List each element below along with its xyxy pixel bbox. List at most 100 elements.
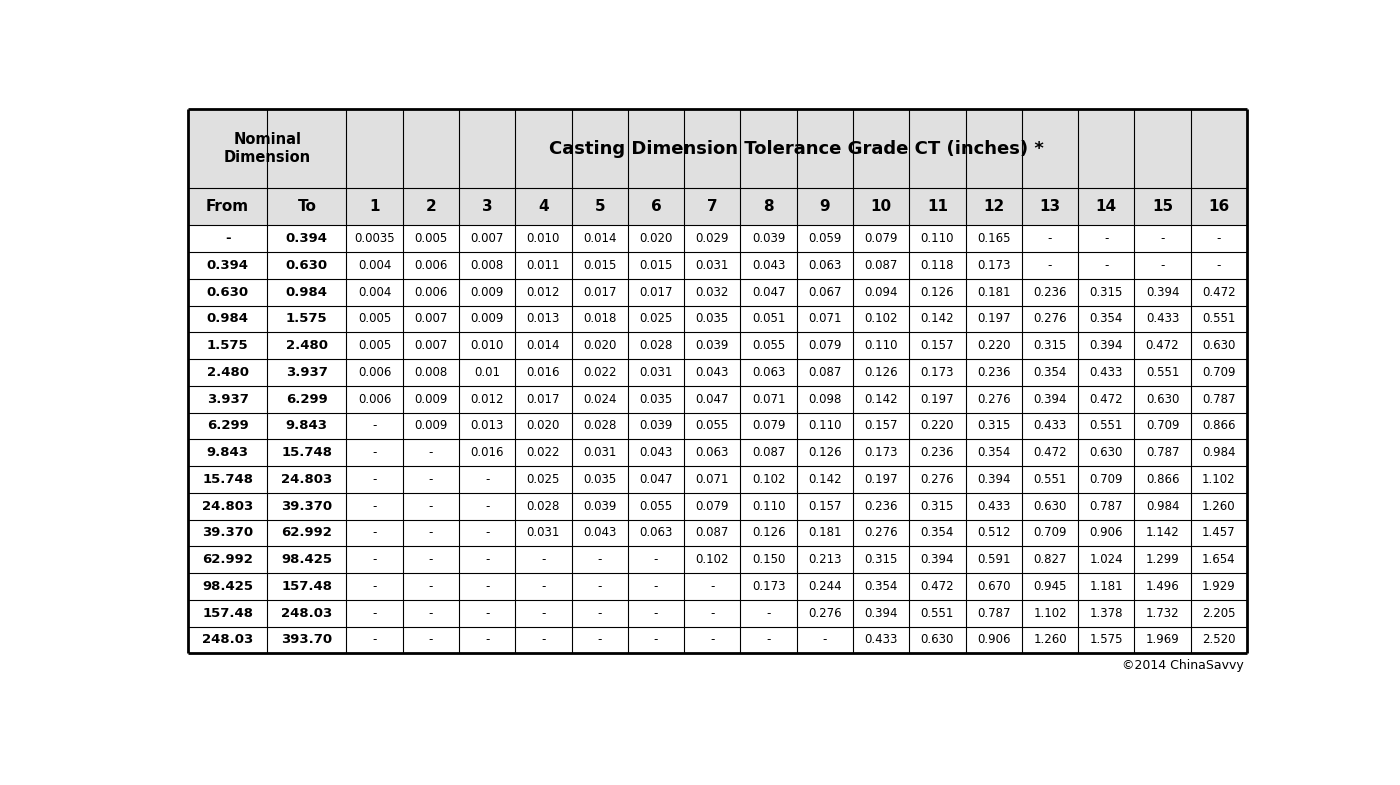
Bar [346, 520, 403, 546]
Bar [346, 600, 403, 626]
Bar [515, 279, 571, 305]
Text: 0.906: 0.906 [977, 633, 1011, 646]
Bar [188, 109, 346, 188]
Bar [267, 359, 346, 386]
Text: 0.079: 0.079 [696, 500, 729, 513]
Bar [966, 466, 1022, 493]
Text: -: - [372, 527, 377, 539]
Text: 0.126: 0.126 [752, 527, 785, 539]
Text: 0.433: 0.433 [864, 633, 897, 646]
Text: 0.059: 0.059 [808, 232, 841, 245]
Bar [459, 279, 515, 305]
Bar [1078, 279, 1134, 305]
Text: 0.087: 0.087 [808, 366, 841, 379]
Text: ©2014 ChinaSavvy: ©2014 ChinaSavvy [1121, 659, 1243, 673]
Text: 39.370: 39.370 [202, 527, 253, 539]
Bar [966, 305, 1022, 332]
Text: 2.480: 2.480 [207, 366, 249, 379]
Bar [909, 520, 966, 546]
Text: 0.079: 0.079 [752, 419, 785, 433]
Text: -: - [428, 446, 433, 459]
Text: 0.015: 0.015 [640, 259, 672, 272]
Bar [403, 188, 459, 225]
Bar [188, 493, 267, 520]
Bar [1190, 188, 1247, 225]
Text: 0.087: 0.087 [696, 527, 729, 539]
Bar [346, 626, 403, 653]
Text: 6.299: 6.299 [286, 392, 328, 406]
Bar [188, 626, 267, 653]
Bar [267, 386, 346, 413]
Bar [909, 188, 966, 225]
Bar [459, 440, 515, 466]
Text: -: - [1105, 259, 1109, 272]
Bar [515, 520, 571, 546]
Bar [797, 520, 853, 546]
Bar [1022, 546, 1078, 573]
Bar [267, 413, 346, 440]
Bar [741, 359, 797, 386]
Bar [797, 626, 853, 653]
Bar [1134, 305, 1190, 332]
Text: 10: 10 [871, 199, 892, 214]
Bar [346, 413, 403, 440]
Text: 0.181: 0.181 [808, 527, 841, 539]
Bar [571, 520, 627, 546]
Text: 0.005: 0.005 [414, 232, 448, 245]
Text: 0.630: 0.630 [1089, 446, 1123, 459]
Text: 0.276: 0.276 [1033, 312, 1067, 326]
Text: 2.480: 2.480 [286, 339, 328, 352]
Text: -: - [542, 633, 546, 646]
Bar [1134, 573, 1190, 600]
Bar [346, 546, 403, 573]
Text: 0.039: 0.039 [696, 339, 729, 352]
Text: 0.043: 0.043 [752, 259, 785, 272]
Text: 0.063: 0.063 [752, 366, 785, 379]
Bar [1134, 332, 1190, 359]
Bar [797, 466, 853, 493]
Text: 9.843: 9.843 [207, 446, 249, 459]
Bar [1022, 279, 1078, 305]
Bar [1022, 359, 1078, 386]
Bar [1078, 332, 1134, 359]
Text: 0.017: 0.017 [582, 286, 616, 299]
Text: -: - [766, 607, 771, 619]
Text: -: - [1217, 232, 1221, 245]
Text: 0.063: 0.063 [640, 527, 672, 539]
Bar [1190, 413, 1247, 440]
Bar [797, 279, 853, 305]
Text: 0.110: 0.110 [921, 232, 955, 245]
Bar [966, 600, 1022, 626]
Bar [346, 386, 403, 413]
Text: 0.039: 0.039 [582, 500, 616, 513]
Text: -: - [372, 553, 377, 566]
Text: -: - [1217, 259, 1221, 272]
Bar [346, 188, 403, 225]
Bar [797, 600, 853, 626]
Bar [741, 600, 797, 626]
Text: 0.276: 0.276 [977, 392, 1011, 406]
Text: 0.984: 0.984 [207, 312, 249, 326]
Bar [853, 440, 909, 466]
Bar [403, 332, 459, 359]
Text: 0.354: 0.354 [977, 446, 1011, 459]
Text: 13: 13 [1039, 199, 1061, 214]
Text: -: - [484, 580, 490, 593]
Text: Casting Dimension Tolerance Grade CT (inches) *: Casting Dimension Tolerance Grade CT (in… [549, 140, 1044, 158]
Bar [188, 573, 267, 600]
Bar [188, 440, 267, 466]
Text: 0.551: 0.551 [1089, 419, 1123, 433]
Bar [909, 279, 966, 305]
Text: 0.009: 0.009 [470, 312, 504, 326]
Text: -: - [1161, 259, 1165, 272]
Bar [1134, 252, 1190, 279]
Bar [1078, 573, 1134, 600]
Text: 2.205: 2.205 [1203, 607, 1236, 619]
Text: 0.630: 0.630 [1145, 392, 1179, 406]
Bar [966, 386, 1022, 413]
Bar [797, 188, 853, 225]
Bar [909, 332, 966, 359]
Text: -: - [598, 553, 602, 566]
Text: -: - [1161, 232, 1165, 245]
Bar [1078, 359, 1134, 386]
